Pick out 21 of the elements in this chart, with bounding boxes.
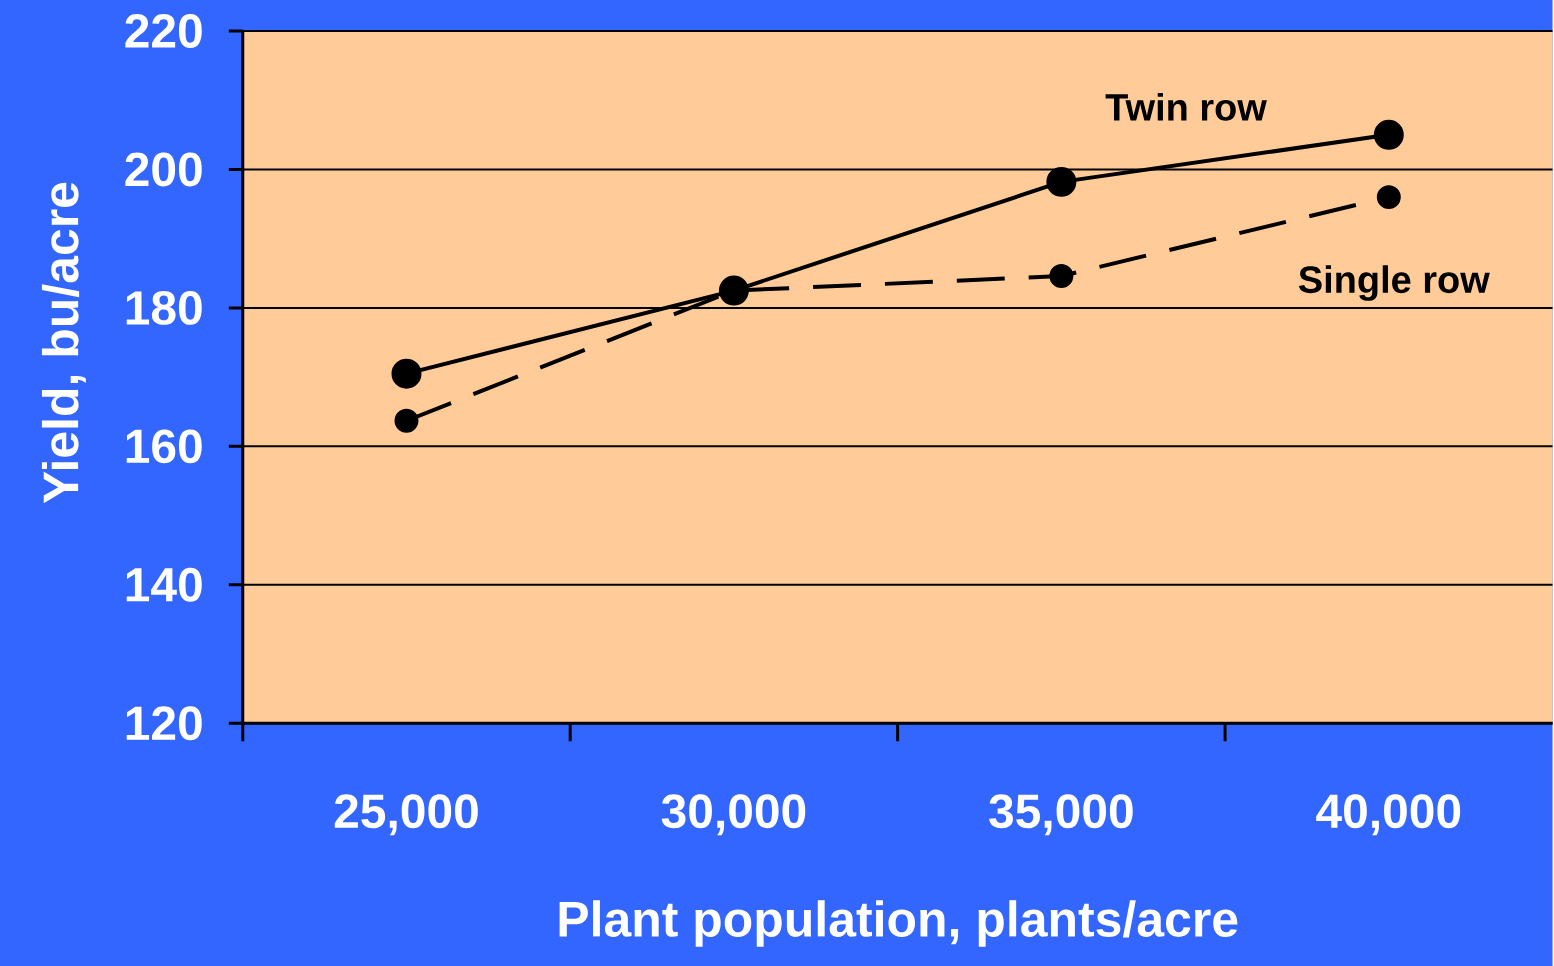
y-tick-label: 120 [126,706,202,741]
series-label: Twin row [1105,92,1267,121]
series-label: Single row [1298,265,1490,301]
y-tick-label: 160 [126,429,202,464]
y-tick-label: 140 [126,567,202,602]
x-axis-title: Plant population, plants/acre [559,900,1238,947]
point [1376,185,1401,210]
point [1373,119,1404,150]
point [394,408,419,433]
y-axis-title: Yield, bu/acre [41,182,86,504]
x-tick-label: 35,000 [989,794,1133,836]
x-tick-label: 40,000 [1316,794,1461,836]
x-tick-label: 30,000 [661,794,806,836]
point [391,358,422,389]
point [718,275,749,306]
y-tick-label: 180 [126,290,202,325]
x-tick-label: 25,000 [334,794,478,836]
point [1049,264,1074,289]
y-tick-label: 220 [125,13,202,48]
y-tick-label: 200 [125,152,202,187]
point [1046,166,1077,197]
